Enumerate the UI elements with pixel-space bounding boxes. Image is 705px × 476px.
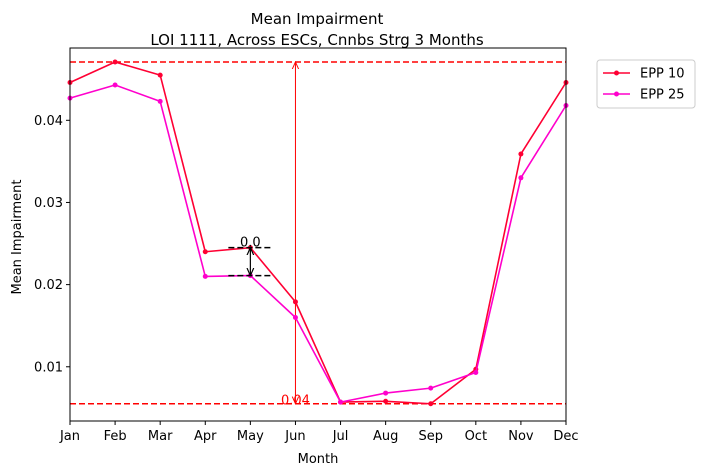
y-axis-label: Mean Impairment	[10, 180, 25, 295]
y-tick-label-0: 0.01	[34, 360, 63, 375]
x-tick-label-mar: Mar	[148, 429, 173, 444]
x-tick-label-jan: Jan	[59, 429, 80, 444]
series-line-1	[69, 61, 567, 405]
chart-subtitle: LOI 1111, Across ESCs, Cnnbs Strg 3 Mont…	[150, 31, 484, 49]
data-point-s2-jul	[338, 399, 344, 405]
data-point-s1-sep	[428, 401, 434, 407]
y-tick-label-1: 0.02	[34, 278, 63, 293]
data-point-s2-oct	[473, 370, 479, 376]
data-point-s2-sep	[428, 385, 434, 391]
x-tick-label-may: May	[237, 429, 264, 444]
x-tick-label-apr: Apr	[194, 429, 217, 444]
gap-label: 0.0	[240, 236, 261, 251]
x-tick-label-sep: Sep	[418, 429, 443, 444]
series-line-2	[69, 84, 567, 403]
data-point-s1-apr	[202, 249, 208, 255]
legend: EPP 10 EPP 25	[596, 59, 696, 109]
x-axis-label: Month	[298, 452, 339, 467]
data-point-s1-aug	[383, 398, 389, 404]
chart-title: Mean Impairment	[251, 10, 384, 28]
data-point-s2-feb	[112, 82, 118, 88]
x-tick-label-jul: Jul	[332, 429, 349, 444]
legend-marker-epp-10	[614, 70, 619, 76]
data-point-s2-aug	[383, 390, 389, 396]
y-tick-label-2: 0.03	[34, 196, 63, 211]
data-point-s2-jun	[292, 314, 298, 320]
data-point-s1-feb	[112, 59, 118, 65]
plot-frame	[69, 47, 567, 422]
x-tick-label-aug: Aug	[373, 429, 398, 444]
legend-label-epp-25: EPP 25	[640, 88, 685, 103]
range-label: 0.04	[281, 394, 310, 409]
data-point-s2-nov	[518, 175, 524, 181]
data-point-s1-jun	[292, 299, 298, 305]
data-point-s1-nov	[518, 151, 524, 157]
legend-frame	[596, 59, 696, 109]
x-tick-label-feb: Feb	[104, 429, 127, 444]
x-tick-label-jun: Jun	[284, 429, 305, 444]
data-point-s1-mar	[157, 72, 163, 78]
x-tick-label-oct: Oct	[465, 429, 487, 444]
x-tick-label-dec: Dec	[553, 429, 578, 444]
legend-marker-epp-25	[614, 91, 619, 97]
legend-label-epp-10: EPP 10	[640, 67, 685, 82]
x-tick-label-nov: Nov	[508, 429, 534, 444]
y-tick-label-3: 0.04	[34, 114, 63, 129]
data-point-s2-apr	[202, 273, 208, 279]
data-point-s2-mar	[157, 98, 163, 104]
